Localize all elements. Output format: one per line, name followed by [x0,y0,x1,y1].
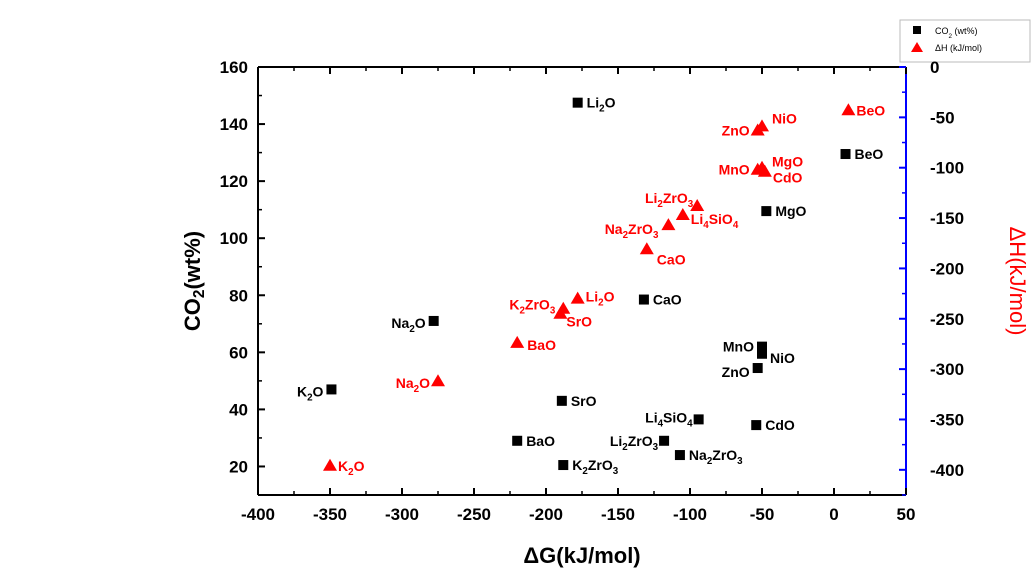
dh-point-marker [639,242,654,255]
dh-point-label: NiO [772,110,797,126]
x-tick-label: -150 [601,505,635,524]
co2-point-label: K2​ZrO3​ [572,457,618,477]
co2-point-marker [512,435,523,446]
axes: -400 -350 -300 -250 -200 -150 -100 -50 0 50 20 40 60… [180,58,1030,568]
co2-point-marker [757,348,767,359]
co2-point-marker [752,363,763,374]
co2-point-marker [558,460,569,471]
co2-point-marker [761,206,772,217]
dh-point-marker [570,291,585,304]
co2-point-marker [428,315,439,326]
y-right-tick-label: -350 [930,410,964,429]
dh-point-marker [553,306,568,319]
legend-co2-label: CO2​ (wt%) [935,26,978,40]
dh-point-label: CaO [657,251,686,267]
co2-point-label: CaO [653,292,682,308]
legend-dh-label: ΔH (kJ/mol) [935,43,982,53]
co2-point-marker [757,341,767,352]
dh-point-label: BaO [527,337,556,353]
x-tick-label: -100 [673,505,707,524]
dh-point-marker [661,218,676,231]
y-right-tick-label: -150 [930,209,964,228]
y-right-tick-label: -300 [930,360,964,379]
dh-point-marker [431,374,445,387]
dh-point-label: MnO [719,162,750,178]
y-left-tick-label: 140 [220,115,248,134]
co2-point-label: SrO [571,393,597,409]
dh-point-marker [690,198,705,211]
co2-point-label: Li2​ZrO3​ [610,433,659,453]
x-tick-label: -350 [313,505,347,524]
co2-point-marker [659,435,670,446]
y-left-tick-label: 60 [229,343,248,362]
y-left-tick-label: 120 [220,172,248,191]
y-left-tick-label: 160 [220,58,248,77]
y-right-tick-label: -200 [930,259,964,278]
co2-point-label: K2​O [297,383,324,403]
co2-point-marker [326,384,337,395]
dh-point-label: K2​ZrO3​ [509,297,555,317]
co2-point-marker [840,149,851,160]
co2-point-marker [693,414,704,425]
co2-point-label: Li2​O [587,95,616,115]
legend-box [899,19,1031,63]
y-right-tick-label: -400 [930,461,964,480]
dh-point-label: Li2​O [586,289,615,309]
co2-point-label: NiO [770,350,795,366]
dh-point-label: MgO [772,154,803,170]
x-tick-label: -300 [385,505,419,524]
dh-point-marker [675,208,690,221]
dh-point-label: Li2​ZrO3​ [645,190,694,210]
y-right-tick-label: 0 [930,58,939,77]
x-tick-label: 0 [829,505,838,524]
dh-point-label: Li4​SiO4​ [691,211,739,231]
co2-point-label: MnO [723,339,754,355]
co2-point-label: BaO [526,433,555,449]
co2-point-label: Na2​ZrO3​ [689,447,743,467]
co2-point-marker [674,450,685,461]
dh-point-label: Na2​ZrO3​ [605,221,659,241]
co2-point-label: Li4​SiO4​ [645,409,693,429]
legend-dh-marker [911,42,923,52]
dh-point-label: SrO [566,314,592,330]
dh-point-label: BeO [856,102,885,118]
y-left-tick-label: 20 [229,457,248,476]
dh-point-marker [757,164,772,177]
x-axis-title: ΔG(kJ/mol) [523,543,640,568]
dh-point-marker [750,123,765,136]
co2-point-marker [556,395,567,406]
co2-point-label: Na2​O [391,315,425,335]
co2-point-marker [638,294,649,305]
y-right-tick-label: -250 [930,310,964,329]
dh-point-marker [323,458,337,471]
y-right-axis-title: ΔH(kJ/mol) [1005,227,1030,336]
dh-point-label: K2​O [338,458,365,478]
dh-point-label: Na2​O [396,375,430,395]
y-right-tick-label: -100 [930,159,964,178]
dh-point-label: CdO [773,170,803,186]
y-right-tick-label: -50 [930,108,955,127]
x-tick-label: -250 [457,505,491,524]
co2-point-label: ZnO [722,364,750,380]
y-left-tick-label: 100 [220,229,248,248]
co2-point-label: BeO [855,146,884,162]
x-tick-label: -400 [241,505,275,524]
y-left-tick-label: 80 [229,286,248,305]
legend: CO2​ (wt%) ΔH (kJ/mol) [899,19,1031,63]
legend-co2-marker [913,26,921,34]
co2-point-marker [572,97,583,108]
co2-point-label: CdO [765,417,795,433]
marks: Li2​O BeO MgO CaO Na2​O MnO NiO ZnO K2​O SrO Li4​S… [297,95,885,478]
y-left-tick-label: 40 [229,400,248,419]
x-tick-label: -200 [529,505,563,524]
x-tick-label: 50 [897,505,916,524]
dh-point-marker [841,103,856,116]
co2-point-label: MgO [775,203,806,219]
dh-point-marker [510,335,525,348]
dh-point-label: ZnO [722,122,750,138]
x-tick-label: -50 [750,505,775,524]
co2-point-marker [751,420,762,431]
y-left-axis-title: CO2​(wt%) [180,231,208,331]
